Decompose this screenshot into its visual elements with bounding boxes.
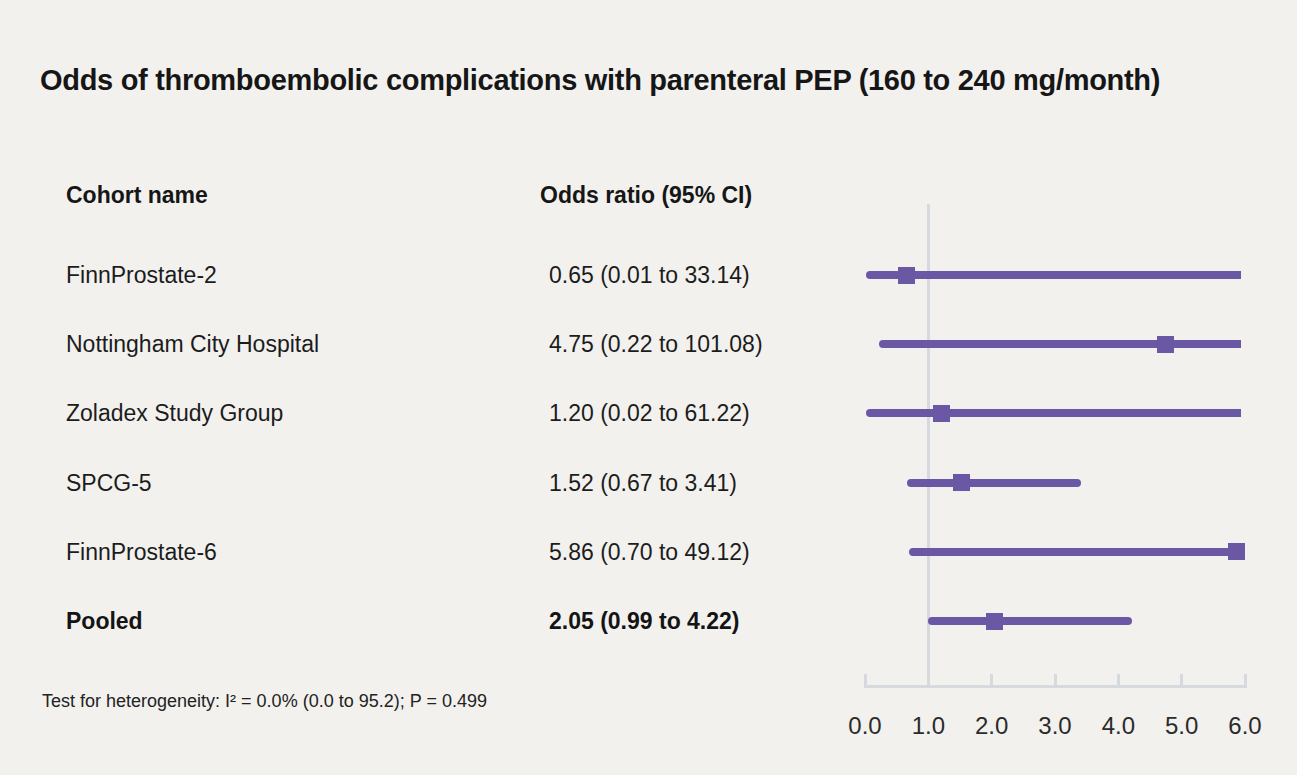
ci-line (907, 479, 1081, 487)
row-label: Pooled (66, 608, 143, 635)
row-label: FinnProstate-2 (66, 262, 217, 289)
or-marker (1157, 336, 1174, 353)
odds-ratio-value: 1.20 (0.02 to 61.22) (549, 400, 750, 427)
or-marker (898, 267, 915, 284)
or-marker (1228, 543, 1245, 560)
figure-title: Odds of thromboembolic complications wit… (40, 64, 1160, 97)
odds-ratio-value: 0.65 (0.01 to 33.14) (549, 262, 750, 289)
axis-tick (927, 674, 930, 686)
forest-plot-figure: Odds of thromboembolic complications wit… (0, 0, 1297, 775)
axis-tick-label: 2.0 (957, 712, 1027, 740)
or-marker (933, 405, 950, 422)
column-header-cohort: Cohort name (66, 182, 208, 209)
column-header-odds-ratio: Odds ratio (95% CI) (540, 182, 752, 209)
odds-ratio-value: 2.05 (0.99 to 4.22) (549, 608, 740, 635)
axis-tick-label: 0.0 (830, 712, 900, 740)
odds-ratio-value: 1.52 (0.67 to 3.41) (549, 469, 737, 496)
axis-tick-label: 4.0 (1083, 712, 1153, 740)
axis-tick (1117, 674, 1120, 686)
axis-tick-label: 3.0 (1020, 712, 1090, 740)
or-marker (953, 474, 970, 491)
axis-tick (1180, 674, 1183, 686)
ci-line (928, 617, 1133, 625)
axis-tick-label: 6.0 (1210, 712, 1280, 740)
ci-line (866, 271, 1241, 279)
ci-line (879, 340, 1241, 348)
ci-line (909, 548, 1241, 556)
axis-tick (864, 674, 867, 686)
or-marker (986, 613, 1003, 630)
odds-ratio-value: 5.86 (0.70 to 49.12) (549, 538, 750, 565)
row-label: FinnProstate-6 (66, 538, 217, 565)
row-label: Zoladex Study Group (66, 400, 283, 427)
odds-ratio-value: 4.75 (0.22 to 101.08) (549, 331, 763, 358)
axis-tick (1054, 674, 1057, 686)
heterogeneity-footnote: Test for heterogeneity: I² = 0.0% (0.0 t… (42, 691, 487, 712)
ci-line (866, 409, 1241, 417)
row-label: Nottingham City Hospital (66, 331, 319, 358)
axis-tick (990, 674, 993, 686)
row-label: SPCG-5 (66, 469, 152, 496)
axis-tick-label: 1.0 (893, 712, 963, 740)
axis-tick (1244, 674, 1247, 686)
axis-tick-label: 5.0 (1147, 712, 1217, 740)
